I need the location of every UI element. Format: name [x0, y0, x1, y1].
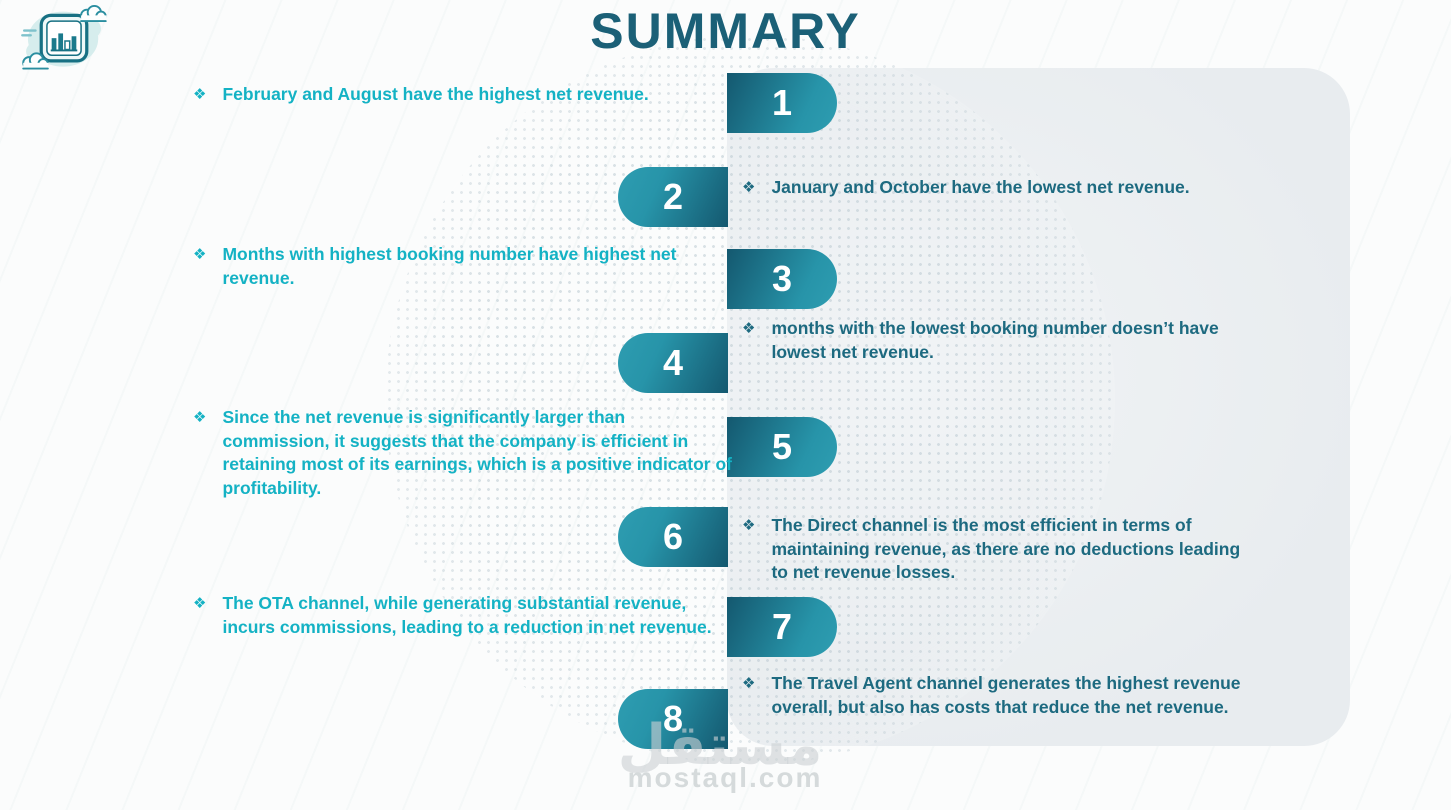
summary-item-6: ❖ The Direct channel is the most efficie…	[742, 514, 1242, 585]
number-badge-2: 2	[618, 167, 728, 227]
summary-item-6-text: The Direct channel is the most efficient…	[771, 515, 1241, 582]
diamond-bullet-icon: ❖	[193, 595, 207, 612]
number-badge-6: 6	[618, 507, 728, 567]
diamond-bullet-icon: ❖	[742, 675, 756, 692]
diamond-bullet-icon: ❖	[193, 246, 207, 263]
page-title: SUMMARY	[590, 3, 861, 59]
summary-item-7: ❖ The OTA channel, while generating subs…	[193, 592, 733, 639]
summary-item-1: ❖ February and August have the highest n…	[193, 83, 733, 107]
number-badge-3: 3	[727, 249, 837, 309]
diamond-bullet-icon: ❖	[742, 179, 756, 196]
summary-item-7-text: The OTA channel, while generating substa…	[222, 593, 712, 637]
summary-item-4-text: months with the lowest booking number do…	[771, 318, 1219, 362]
diamond-bullet-icon: ❖	[193, 86, 207, 103]
summary-item-2-text: January and October have the lowest net …	[771, 177, 1190, 197]
summary-item-1-text: February and August have the highest net…	[222, 84, 649, 104]
number-badge-4: 4	[618, 333, 728, 393]
summary-item-5-text: Since the net revenue is significantly l…	[222, 407, 732, 498]
number-badge-1: 1	[727, 73, 837, 133]
diamond-bullet-icon: ❖	[742, 517, 756, 534]
summary-item-2: ❖ January and October have the lowest ne…	[742, 176, 1242, 200]
diamond-bullet-icon: ❖	[742, 320, 756, 337]
diamond-bullet-icon: ❖	[193, 409, 207, 426]
number-badge-7: 7	[727, 597, 837, 657]
summary-item-5: ❖ Since the net revenue is significantly…	[193, 406, 733, 500]
cloud-bar-chart-logo-icon	[16, 4, 112, 83]
summary-item-3-text: Months with highest booking number have …	[222, 244, 677, 288]
watermark-domain: mostaql.com	[627, 762, 823, 793]
summary-item-4: ❖ months with the lowest booking number …	[742, 317, 1242, 364]
summary-item-3: ❖ Months with highest booking number hav…	[193, 243, 733, 290]
number-badge-5: 5	[727, 417, 837, 477]
